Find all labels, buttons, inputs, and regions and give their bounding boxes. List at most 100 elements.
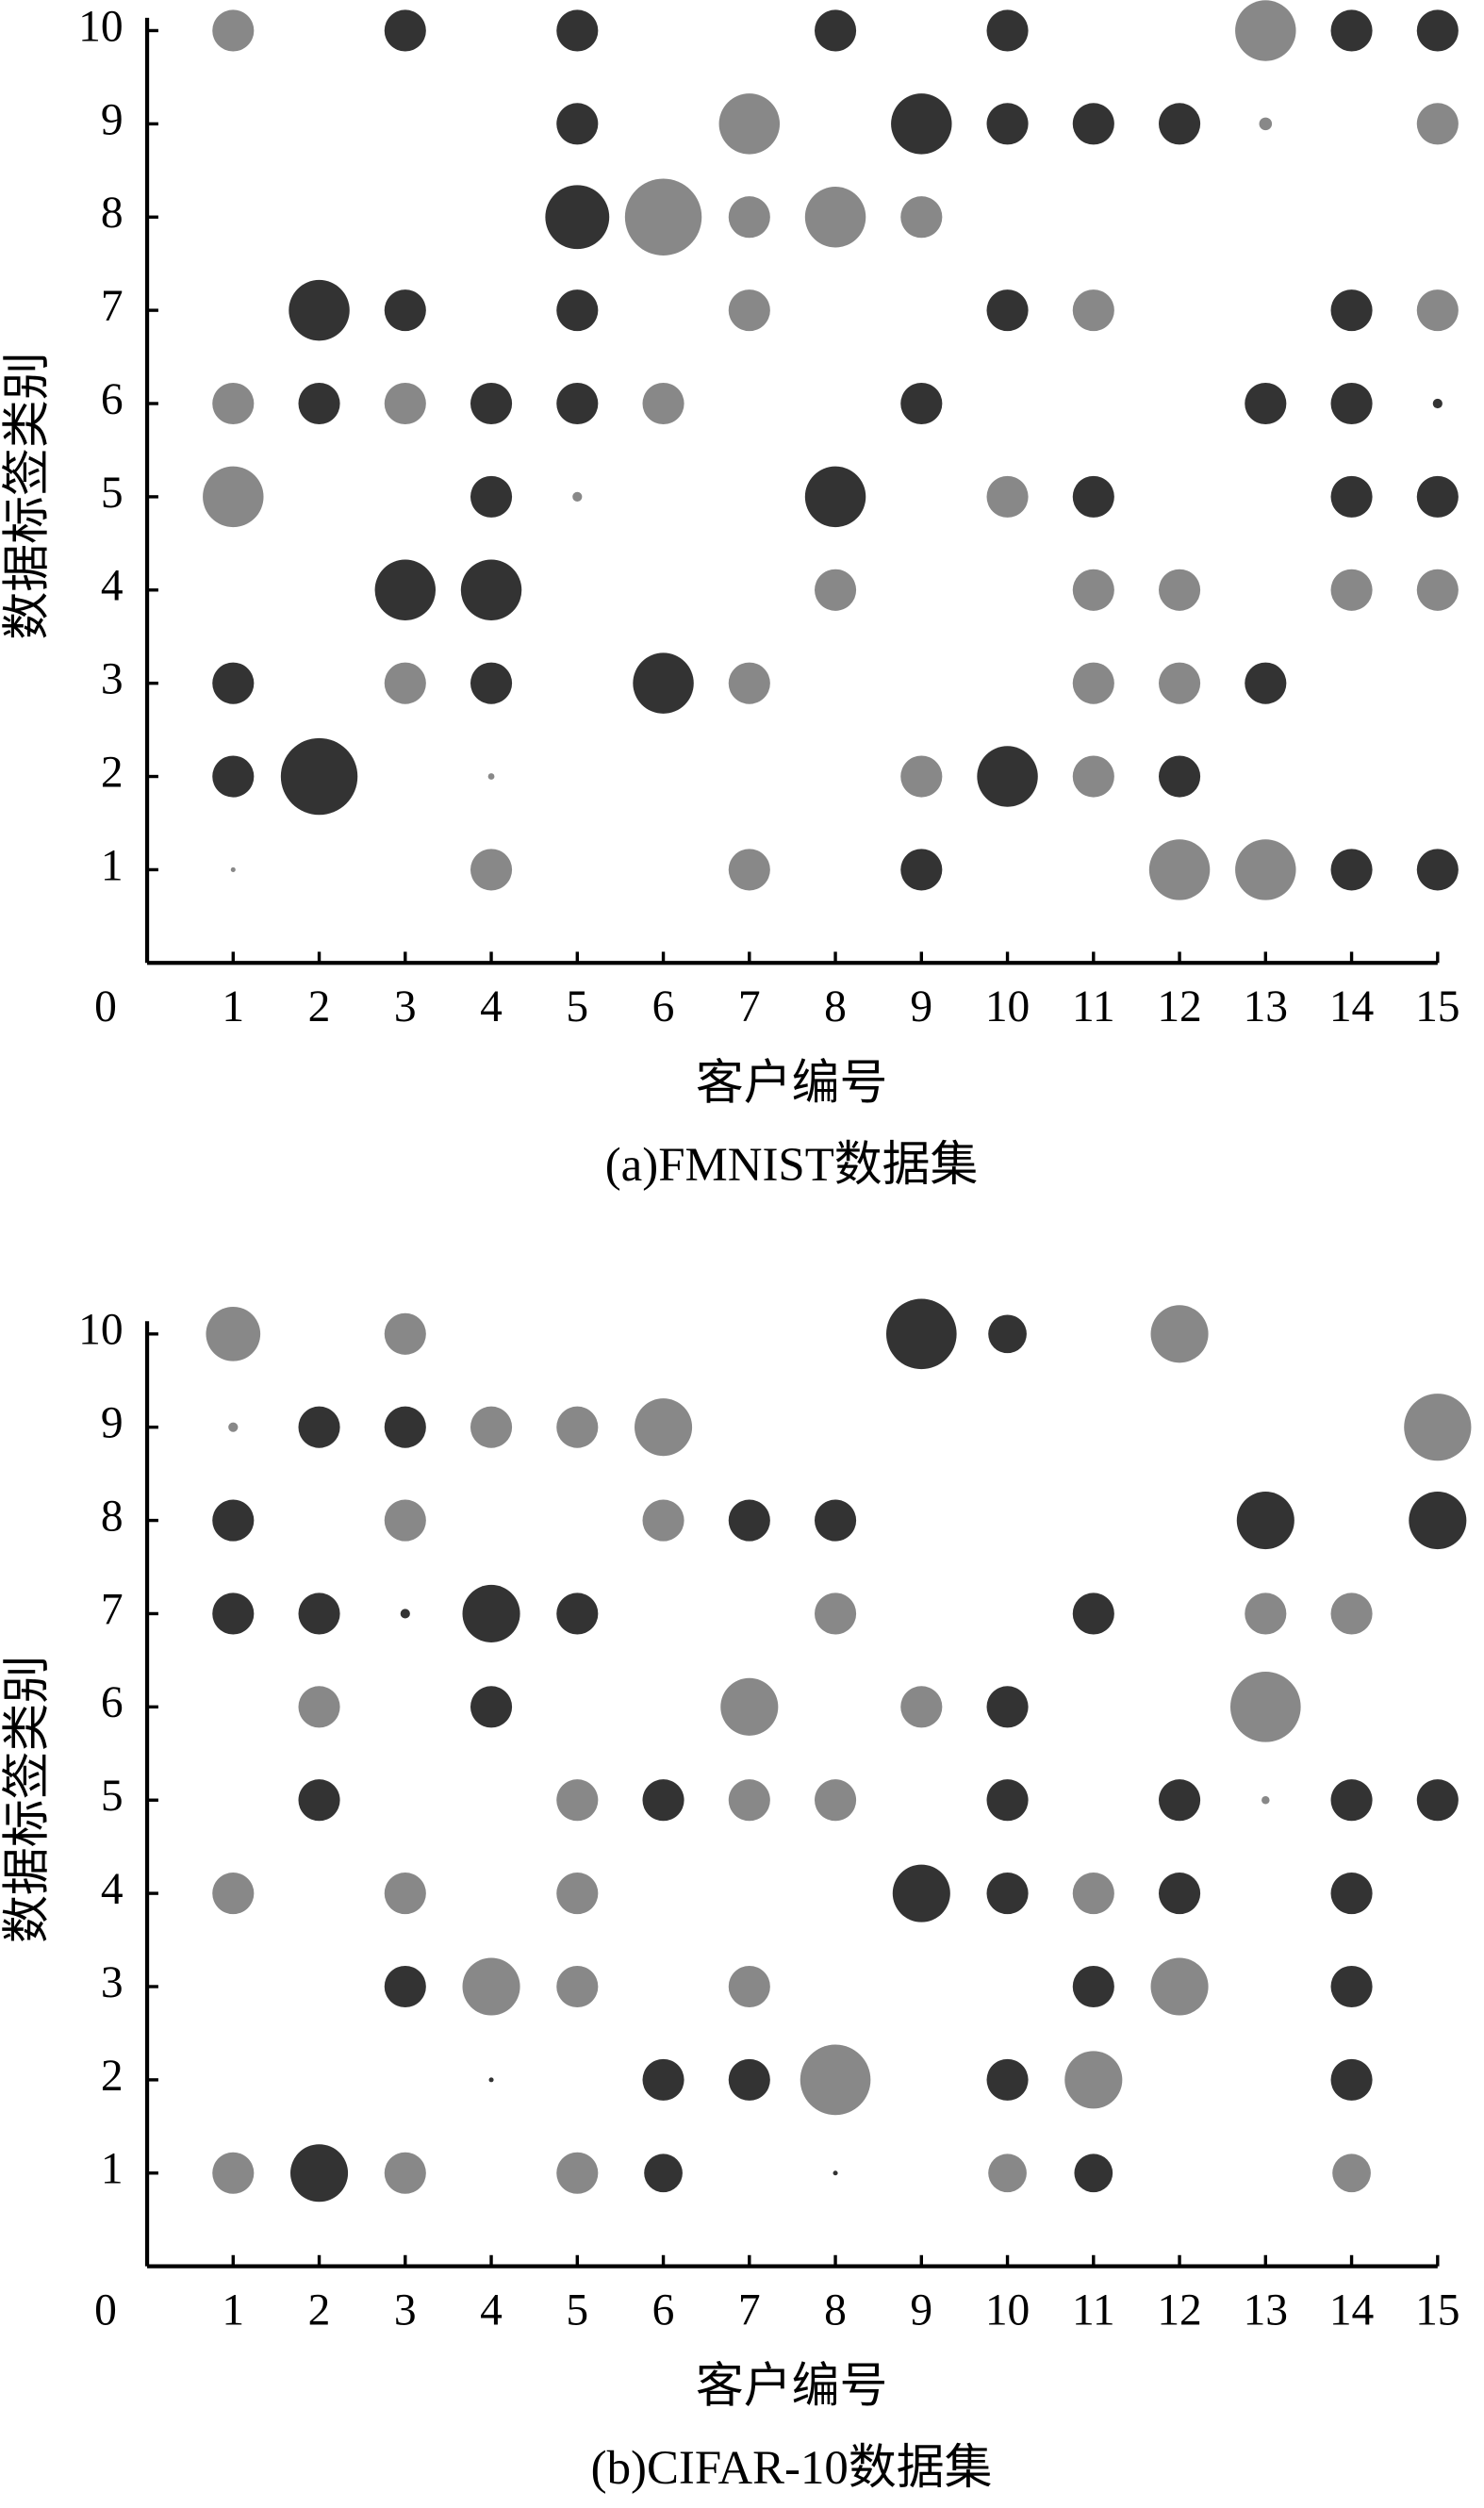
- bubble: [556, 9, 599, 52]
- bubble: [1416, 1779, 1459, 1822]
- x-tick-label: 15: [1415, 2285, 1459, 2335]
- bubble: [1072, 569, 1114, 611]
- bubble: [804, 187, 866, 248]
- x-tick-label: 1: [222, 982, 244, 1031]
- bubble: [1159, 103, 1201, 145]
- bubble: [1416, 103, 1459, 145]
- bubble: [728, 1965, 770, 2008]
- bubble: [720, 1677, 779, 1736]
- bubble: [1064, 2051, 1123, 2109]
- bubble: [470, 1406, 513, 1448]
- bubble: [298, 1779, 340, 1822]
- bubble: [384, 1873, 426, 1915]
- bubble: [892, 1864, 950, 1922]
- bubble: [891, 93, 952, 155]
- bubble: [462, 1957, 520, 2016]
- bubble: [556, 1592, 599, 1635]
- x-tick-label: 13: [1244, 2285, 1288, 2335]
- y-tick-label: 3: [101, 1958, 124, 2007]
- bubble: [633, 652, 694, 714]
- bubble: [460, 559, 522, 620]
- bubble: [728, 662, 770, 704]
- bubble: [1229, 1672, 1301, 1742]
- y-tick-label: 10: [78, 2, 123, 51]
- bubble: [642, 382, 684, 425]
- bubble: [833, 2170, 838, 2176]
- x-tick-label: 7: [738, 982, 761, 1031]
- bubble: [1072, 755, 1114, 798]
- x-tick-label: 3: [394, 2285, 417, 2335]
- x-tick-label: 3: [394, 982, 417, 1031]
- y-tick-label: 2: [101, 2052, 124, 2101]
- bubble: [900, 196, 943, 239]
- x-tick-label: 4: [480, 2285, 503, 2335]
- bubble: [642, 2058, 684, 2101]
- bubble: [298, 1406, 340, 1448]
- bubble: [1245, 382, 1287, 425]
- y-tick-label: 8: [101, 1492, 124, 1541]
- bubble: [1072, 1592, 1114, 1635]
- bubble: [212, 755, 255, 798]
- bubble: [1159, 662, 1201, 704]
- bubble: [624, 178, 702, 256]
- bubble: [1159, 1873, 1201, 1915]
- bubble: [1330, 849, 1373, 891]
- bubble: [212, 382, 255, 425]
- bubble: [298, 382, 340, 425]
- x-tick-label: 0: [94, 2285, 117, 2335]
- bubble: [815, 9, 857, 52]
- bubble: [1074, 2153, 1113, 2193]
- bubble: [228, 1422, 239, 1432]
- bubble: [556, 1779, 599, 1822]
- bubble: [470, 849, 513, 891]
- bubble: [1235, 839, 1296, 900]
- bubble: [900, 755, 943, 798]
- bubble: [900, 1686, 943, 1728]
- bubble: [1259, 117, 1273, 131]
- x-tick-label: 5: [566, 2285, 588, 2335]
- y-tick-label: 1: [101, 2145, 124, 2194]
- bubble: [1416, 289, 1459, 332]
- x-tick-label: 4: [480, 982, 503, 1031]
- bubble: [556, 103, 599, 145]
- bubble: [815, 1499, 857, 1542]
- bubble: [1072, 289, 1114, 332]
- bubble: [545, 185, 610, 250]
- bubble: [728, 849, 770, 891]
- bubble: [212, 1499, 255, 1542]
- bubble: [986, 289, 1029, 332]
- bubble: [212, 662, 255, 704]
- bubble: [988, 1314, 1027, 1354]
- bubble: [644, 2153, 683, 2193]
- bubble: [1072, 103, 1114, 145]
- x-tick-label: 6: [652, 982, 675, 1031]
- x-tick-label: 12: [1157, 2285, 1201, 2335]
- bubble: [1330, 2058, 1373, 2101]
- bubble: [384, 1406, 426, 1448]
- bubble: [470, 1686, 513, 1728]
- y-tick-label: 10: [78, 1306, 123, 1355]
- bubble: [230, 866, 236, 872]
- x-tick-label: 11: [1072, 982, 1115, 1031]
- bubble: [815, 1592, 857, 1635]
- bubble: [1150, 1305, 1209, 1363]
- bubble: [1245, 1592, 1287, 1635]
- bubble: [400, 1609, 410, 1619]
- bubble: [470, 662, 513, 704]
- bubble: [1159, 1779, 1201, 1822]
- x-tick-label: 10: [985, 982, 1030, 1031]
- x-axis-label: 客户编号: [696, 1057, 888, 1110]
- bubble: [556, 2152, 599, 2194]
- bubble: [384, 9, 426, 52]
- bubble: [289, 279, 350, 341]
- bubble: [986, 475, 1029, 518]
- bubble: [1072, 1965, 1114, 2008]
- bubble: [986, 103, 1029, 145]
- bubble: [728, 1499, 770, 1542]
- bubble: [384, 662, 426, 704]
- bubble: [384, 2152, 426, 2194]
- bubble: [1432, 398, 1443, 409]
- y-tick-label: 1: [101, 841, 124, 890]
